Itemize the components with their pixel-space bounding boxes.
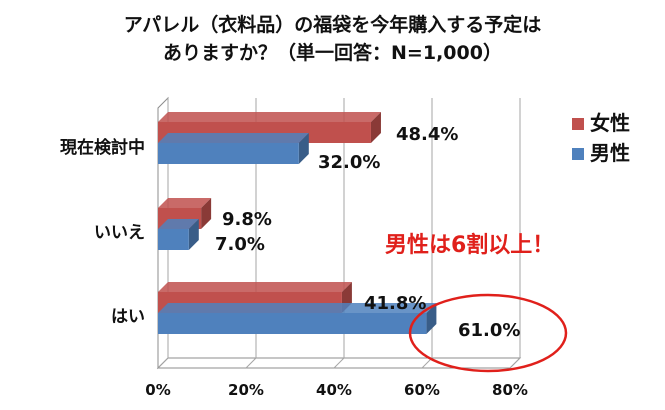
bar-top: [158, 219, 199, 229]
data-label: 32.0%: [318, 152, 380, 173]
bar: [158, 143, 299, 164]
grid-line-floor: [245, 357, 257, 369]
bar-side: [370, 112, 381, 143]
x-tick-label: 20%: [228, 381, 264, 399]
data-label: 9.8%: [222, 209, 272, 230]
grid-line-floor: [333, 357, 345, 369]
category-label: はい: [111, 307, 145, 327]
annotation-text: 男性は6割以上！: [385, 232, 554, 258]
x-tick-label: 40%: [316, 381, 352, 399]
chart-title-line-2: ありますか？（単一回答：N=1,000）: [163, 42, 502, 64]
bar-side: [201, 198, 212, 229]
data-label: 7.0%: [215, 234, 265, 255]
x-tick-label: 60%: [404, 381, 440, 399]
x-tick-label: 80%: [492, 381, 528, 399]
grid-line-floor: [509, 357, 521, 369]
data-label: 41.8%: [364, 293, 426, 314]
bar-side: [426, 303, 437, 334]
bar-top: [158, 112, 381, 122]
legend-label: 男性: [590, 141, 630, 165]
category-label: 現在検討中: [60, 137, 145, 158]
bar: [158, 313, 427, 334]
bar: [158, 229, 189, 250]
legend-swatch: [572, 148, 584, 160]
bar-top: [158, 198, 212, 208]
x-tick-label: 0%: [145, 381, 170, 399]
bar-side: [298, 133, 309, 164]
legend-label: 女性: [590, 111, 630, 135]
bar-top: [158, 303, 437, 313]
chart-title-line-1: アパレル（衣料品）の福袋を今年購入する予定は: [123, 14, 542, 36]
bar-top: [158, 282, 352, 292]
highlight-ellipse: [408, 293, 568, 373]
category-label: いいえ: [94, 223, 145, 243]
bar-top: [158, 133, 309, 143]
grid-line-floor: [157, 357, 169, 369]
data-label: 61.0%: [458, 320, 520, 341]
legend-swatch: [572, 118, 584, 130]
bar-side: [188, 219, 199, 250]
data-label: 48.4%: [396, 124, 458, 145]
